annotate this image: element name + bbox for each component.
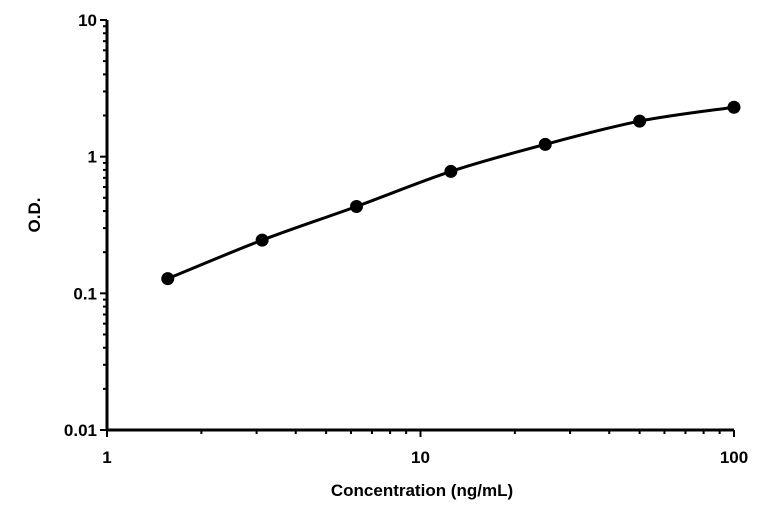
data-point <box>350 199 364 213</box>
y-axis-title-group: O.D. <box>25 198 44 233</box>
data-point <box>538 137 552 151</box>
y-axis-title: O.D. <box>25 198 44 233</box>
x-tick-label: 1 <box>102 448 111 467</box>
y-tick-label: 0.01 <box>64 421 97 440</box>
y-tick-label: 1 <box>88 148 97 167</box>
x-tick-label: 100 <box>720 448 748 467</box>
data-point <box>727 100 741 114</box>
x-axis-title: Concentration (ng/mL) <box>331 481 513 500</box>
y-tick-label: 0.1 <box>73 284 97 303</box>
y-tick-label: 10 <box>78 11 97 30</box>
x-tick-label: 10 <box>411 448 430 467</box>
series-line <box>167 105 735 281</box>
data-point <box>161 272 175 286</box>
data-point <box>444 164 458 178</box>
data-point <box>255 233 269 247</box>
data-point <box>633 114 647 128</box>
plot-area: 0.01 0.1 1 10 1 10 100 <box>64 11 748 467</box>
